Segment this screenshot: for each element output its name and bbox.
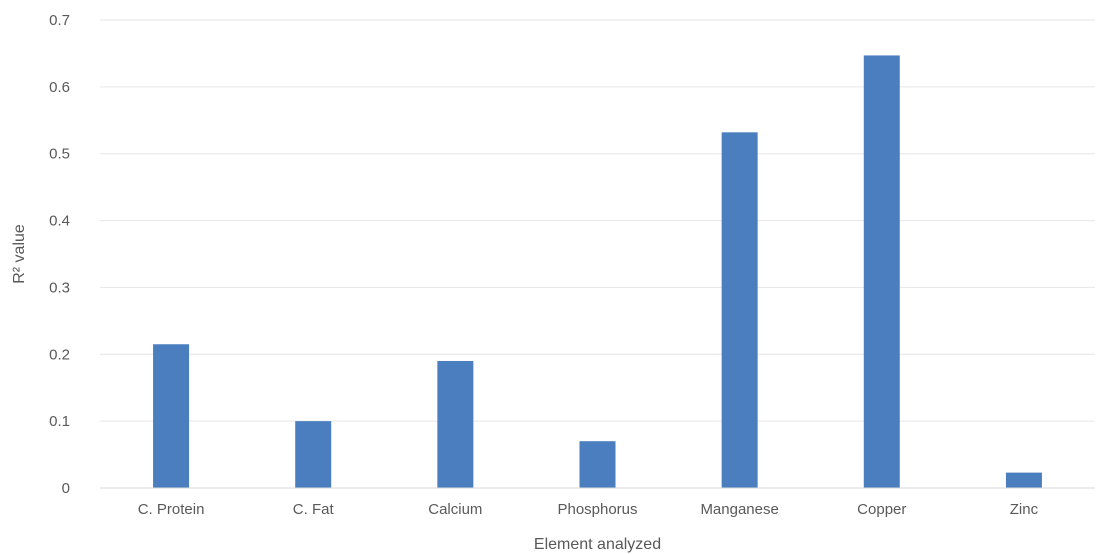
x-axis-title: Element analyzed — [534, 536, 661, 553]
x-tick-label: Calcium — [428, 501, 482, 518]
y-tick-label: 0 — [62, 480, 70, 497]
y-tick-label: 0.2 — [49, 346, 70, 363]
bar-copper — [863, 55, 900, 488]
bar-phosphorus — [579, 441, 616, 488]
bar-c-fat — [295, 421, 332, 488]
gridlines — [100, 19, 1095, 422]
y-tick-label: 0.3 — [49, 279, 70, 296]
x-tick-label: C. Fat — [293, 501, 335, 518]
x-axis-ticks: C. Protein C. Fat Calcium Phosphorus Mangane… — [138, 501, 1039, 518]
bars — [153, 55, 1042, 488]
y-axis-title: R² value — [11, 224, 28, 284]
y-tick-label: 0.5 — [49, 146, 70, 163]
x-tick-label: Copper — [857, 501, 906, 518]
bar-zinc — [1005, 472, 1042, 488]
bar-calcium — [437, 360, 474, 488]
bar-c-protein — [153, 344, 190, 488]
y-axis-ticks: 0 0.1 0.2 0.3 0.4 0.5 0.6 0.7 — [49, 12, 70, 497]
y-tick-label: 0.6 — [49, 79, 70, 96]
x-tick-label: Zinc — [1010, 501, 1039, 518]
x-tick-label: Phosphorus — [557, 501, 637, 518]
y-tick-label: 0.7 — [49, 12, 70, 29]
y-tick-label: 0.4 — [49, 213, 70, 230]
x-tick-label: C. Protein — [138, 501, 205, 518]
bar-manganese — [721, 132, 758, 488]
y-tick-label: 0.1 — [49, 413, 70, 430]
x-tick-label: Manganese — [700, 501, 778, 518]
